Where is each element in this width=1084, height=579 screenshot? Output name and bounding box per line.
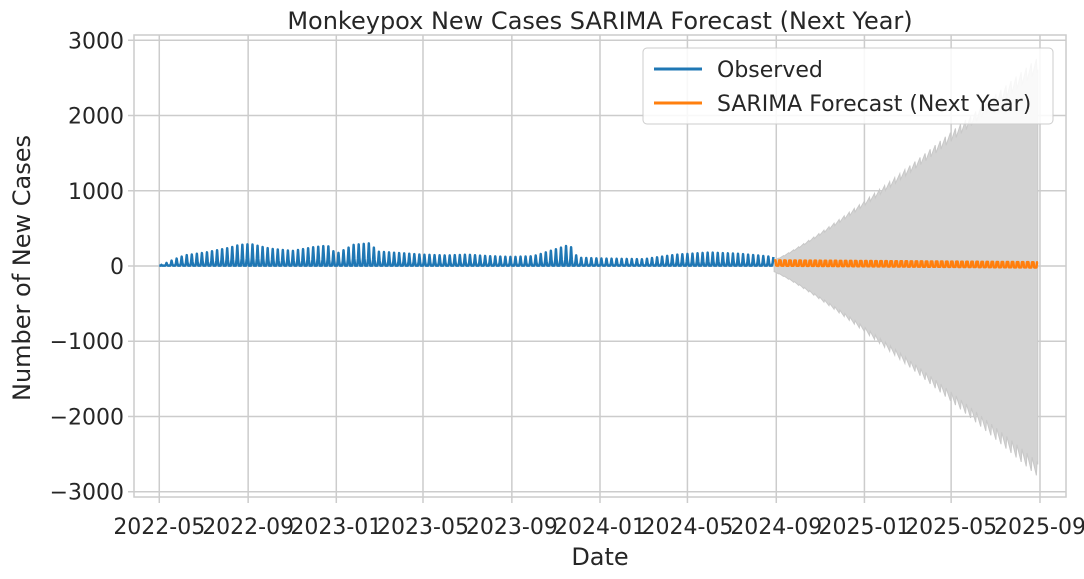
x-tick-label: 2022-09 (202, 515, 294, 540)
y-tick-label: −1000 (50, 330, 124, 355)
x-tick-label: 2023-09 (466, 515, 558, 540)
x-tick-label: 2025-05 (905, 515, 997, 540)
legend-box (642, 47, 1054, 125)
series-group (158, 242, 1039, 269)
y-tick-label: 3000 (68, 29, 124, 54)
x-tick-label: 2024-05 (641, 515, 733, 540)
y-axis-label: Number of New Cases (8, 135, 36, 401)
y-tick-label: 2000 (68, 105, 124, 130)
y-tick-label: −2000 (50, 405, 124, 430)
x-tick-label: 2025-09 (994, 515, 1084, 540)
x-tick-label: 2022-05 (113, 515, 205, 540)
legend-label-observed: Observed (717, 58, 823, 83)
y-axis: 3000 2000 1000 0 −1000 −2000 −3000 (50, 29, 134, 506)
x-axis-label: Date (571, 543, 628, 571)
y-tick-label: 0 (110, 255, 124, 280)
x-axis: 2022-052022-092023-012023-052023-092024-… (113, 497, 1084, 540)
x-tick-label: 2024-01 (554, 515, 646, 540)
chart-title: Monkeypox New Cases SARIMA Forecast (Nex… (287, 7, 912, 35)
series-line-observed (158, 242, 775, 267)
series-line-forecast (773, 259, 1039, 269)
y-tick-label: 1000 (68, 180, 124, 205)
x-tick-label: 2023-05 (377, 515, 469, 540)
x-tick-label: 2024-09 (730, 515, 822, 540)
y-tick-label: −3000 (50, 481, 124, 506)
legend-label-forecast: SARIMA Forecast (Next Year) (717, 92, 1031, 117)
x-tick-label: 2023-01 (290, 515, 382, 540)
x-tick-label: 2025-01 (818, 515, 910, 540)
legend: Observed SARIMA Forecast (Next Year) (642, 47, 1054, 125)
